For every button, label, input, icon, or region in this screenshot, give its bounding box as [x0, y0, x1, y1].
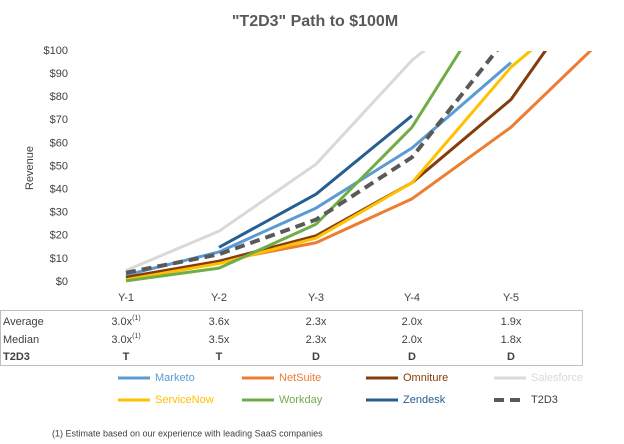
table-cell: 1.8x [501, 334, 522, 346]
row-label: Average [3, 316, 44, 328]
cell-superscript: (1) [132, 333, 141, 340]
y-tick-label: $0 [56, 276, 68, 288]
x-tick-label: Y-1 [118, 292, 134, 304]
legend-label: Salesforce [531, 372, 583, 384]
chart-title: "T2D3" Path to $100M [232, 13, 398, 30]
table-cell: 3.5x [209, 334, 230, 346]
table-border [0, 310, 583, 366]
y-tick-label: $70 [50, 114, 68, 126]
table-cell: 3.0x(1) [111, 315, 140, 328]
y-tick-label: $50 [50, 160, 68, 172]
y-axis-label: Revenue [24, 146, 36, 190]
legend-label: Workday [279, 394, 323, 406]
x-tick-label: Y-5 [503, 292, 519, 304]
series-line [125, 61, 512, 277]
table-cell: 1.9x [501, 316, 522, 328]
y-tick-label: $60 [50, 137, 68, 149]
cell-text: 3.0x [111, 316, 132, 328]
table-cell: T [123, 351, 130, 363]
series-line [218, 114, 413, 249]
y-tick-label: $40 [50, 184, 68, 196]
table-cell: 2.0x [402, 316, 423, 328]
legend-label: Zendesk [403, 394, 446, 406]
y-tick-label: $90 [50, 68, 68, 80]
table-cell: D [507, 351, 515, 363]
table-cell: D [408, 351, 416, 363]
y-tick-label: $20 [50, 230, 68, 242]
series-line [125, 51, 533, 282]
legend-label: Omniture [403, 372, 448, 384]
legend-label: NetSuite [279, 372, 321, 384]
table-cell: 2.0x [402, 334, 423, 346]
table-cell: 2.3x [306, 316, 327, 328]
legend-label: T2D3 [531, 394, 558, 406]
y-tick-label: $80 [50, 91, 68, 103]
footnote: (1) Estimate based on our experience wit… [52, 428, 323, 438]
table-cell: 3.6x [209, 316, 230, 328]
table-cell: 2.3x [306, 334, 327, 346]
legend-label: Marketo [155, 372, 195, 384]
x-tick-label: Y-4 [404, 292, 420, 304]
row-label: T2D3 [3, 351, 30, 363]
table-cell: T [216, 351, 223, 363]
x-tick-label: Y-3 [308, 292, 324, 304]
table-cell: 3.0x(1) [111, 333, 140, 346]
legend-label: ServiceNow [155, 394, 214, 406]
row-label: Median [3, 334, 39, 346]
plot-area [125, 51, 593, 283]
cell-superscript: (1) [132, 315, 141, 322]
y-tick-label: $30 [50, 207, 68, 219]
series-line [125, 51, 548, 279]
series-line [125, 51, 462, 283]
table-cell: D [312, 351, 320, 363]
cell-text: 3.0x [111, 334, 132, 346]
series-line [125, 51, 499, 275]
series-line [125, 51, 427, 272]
x-tick-label: Y-2 [211, 292, 227, 304]
y-tick-label: $100 [44, 45, 68, 57]
y-tick-label: $10 [50, 253, 68, 265]
